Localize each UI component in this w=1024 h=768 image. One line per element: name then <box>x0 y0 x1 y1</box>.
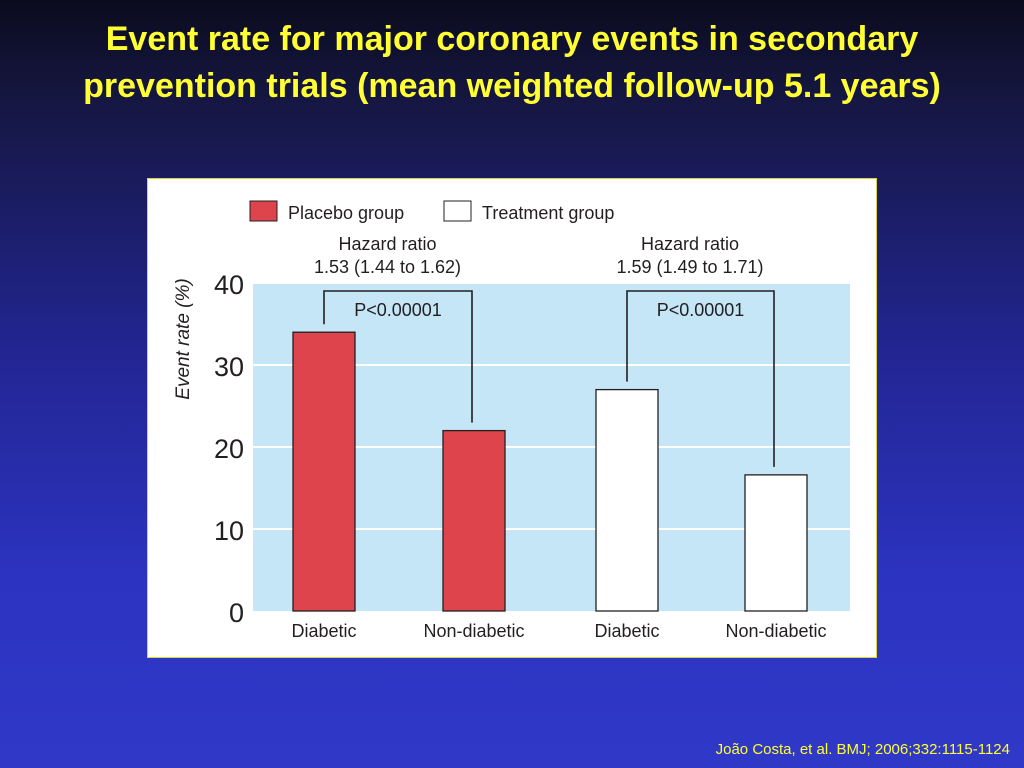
y-tick-label: 10 <box>214 516 244 546</box>
legend-label: Placebo group <box>288 203 404 223</box>
significance-bracket <box>323 290 473 423</box>
slide-title: Event rate for major coronary events in … <box>83 20 941 105</box>
x-tick-label: Non-diabetic <box>725 621 826 641</box>
x-tick-label: Non-diabetic <box>423 621 524 641</box>
p-value-label: P<0.00001 <box>354 300 442 320</box>
bar <box>292 331 356 612</box>
hazard-ratio-heading: Hazard ratio <box>641 234 739 254</box>
x-tick-label: Diabetic <box>594 621 659 641</box>
y-axis-label: Event rate (%) <box>173 278 194 399</box>
bar <box>744 474 808 612</box>
bar <box>442 429 506 612</box>
x-tick-label: Diabetic <box>291 621 356 641</box>
bar <box>595 388 659 612</box>
hazard-ratio-heading: Hazard ratio <box>338 234 436 254</box>
legend-swatch <box>249 200 278 222</box>
legend-swatch <box>443 200 472 222</box>
y-tick-label: 40 <box>214 270 244 300</box>
y-tick-label: 20 <box>214 434 244 464</box>
citation: João Costa, et al. BMJ; 2006;332:1115-11… <box>715 741 1010 758</box>
hazard-ratio-value: 1.59 (1.49 to 1.71) <box>616 257 763 277</box>
legend-label: Treatment group <box>482 203 614 223</box>
significance-bracket <box>626 290 775 467</box>
y-tick-label: 0 <box>229 598 244 628</box>
bar-chart: 0 10 20 30 40 Event rate (%) Placebo group Trea… <box>173 200 850 641</box>
p-value-label: P<0.00001 <box>657 300 745 320</box>
hazard-ratio-value: 1.53 (1.44 to 1.62) <box>314 257 461 277</box>
chart-panel: 0 10 20 30 40 Event rate (%) Placebo group Trea… <box>147 178 877 658</box>
y-tick-label: 30 <box>214 352 244 382</box>
